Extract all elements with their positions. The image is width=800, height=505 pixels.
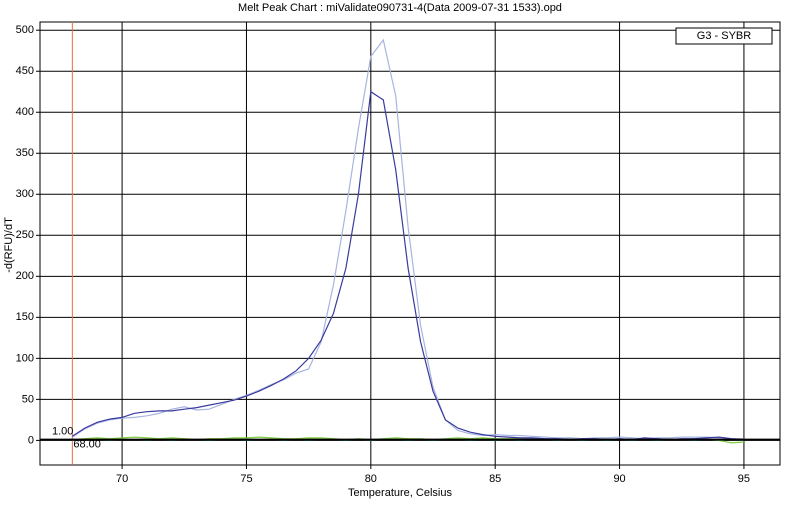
x-tick-label: 70 [116, 473, 128, 485]
marker-y-label: 1.00 [52, 425, 73, 437]
x-tick-label: 85 [489, 473, 501, 485]
legend-entry: G3 - SYBR [697, 30, 751, 42]
data-line [71, 38, 744, 440]
x-tick-label: 90 [613, 473, 625, 485]
y-tick-label: 50 [22, 393, 34, 405]
y-tick-label: 450 [16, 65, 34, 77]
y-tick-label: 500 [16, 24, 34, 36]
y-tick-label: 150 [16, 311, 34, 323]
y-tick-label: 300 [16, 188, 34, 200]
y-tick-label: 100 [16, 352, 34, 364]
y-tick-label: 350 [16, 147, 34, 159]
y-tick-label: 400 [16, 106, 34, 118]
legend-box [675, 27, 773, 45]
y-tick-label: 0 [28, 434, 34, 446]
chart-title: Melt Peak Chart : miValidate090731-4(Dat… [238, 2, 562, 14]
x-tick-label: 80 [365, 473, 377, 485]
x-axis-label: Temperature, Celsius [348, 487, 452, 499]
y-tick-label: 200 [16, 270, 34, 282]
y-tick-label: 250 [16, 229, 34, 241]
y-axis-label: -d(RFU)/dT [3, 217, 15, 273]
marker-x-label: 68.00 [73, 438, 101, 450]
x-tick-label: 95 [738, 473, 750, 485]
x-tick-label: 75 [240, 473, 252, 485]
